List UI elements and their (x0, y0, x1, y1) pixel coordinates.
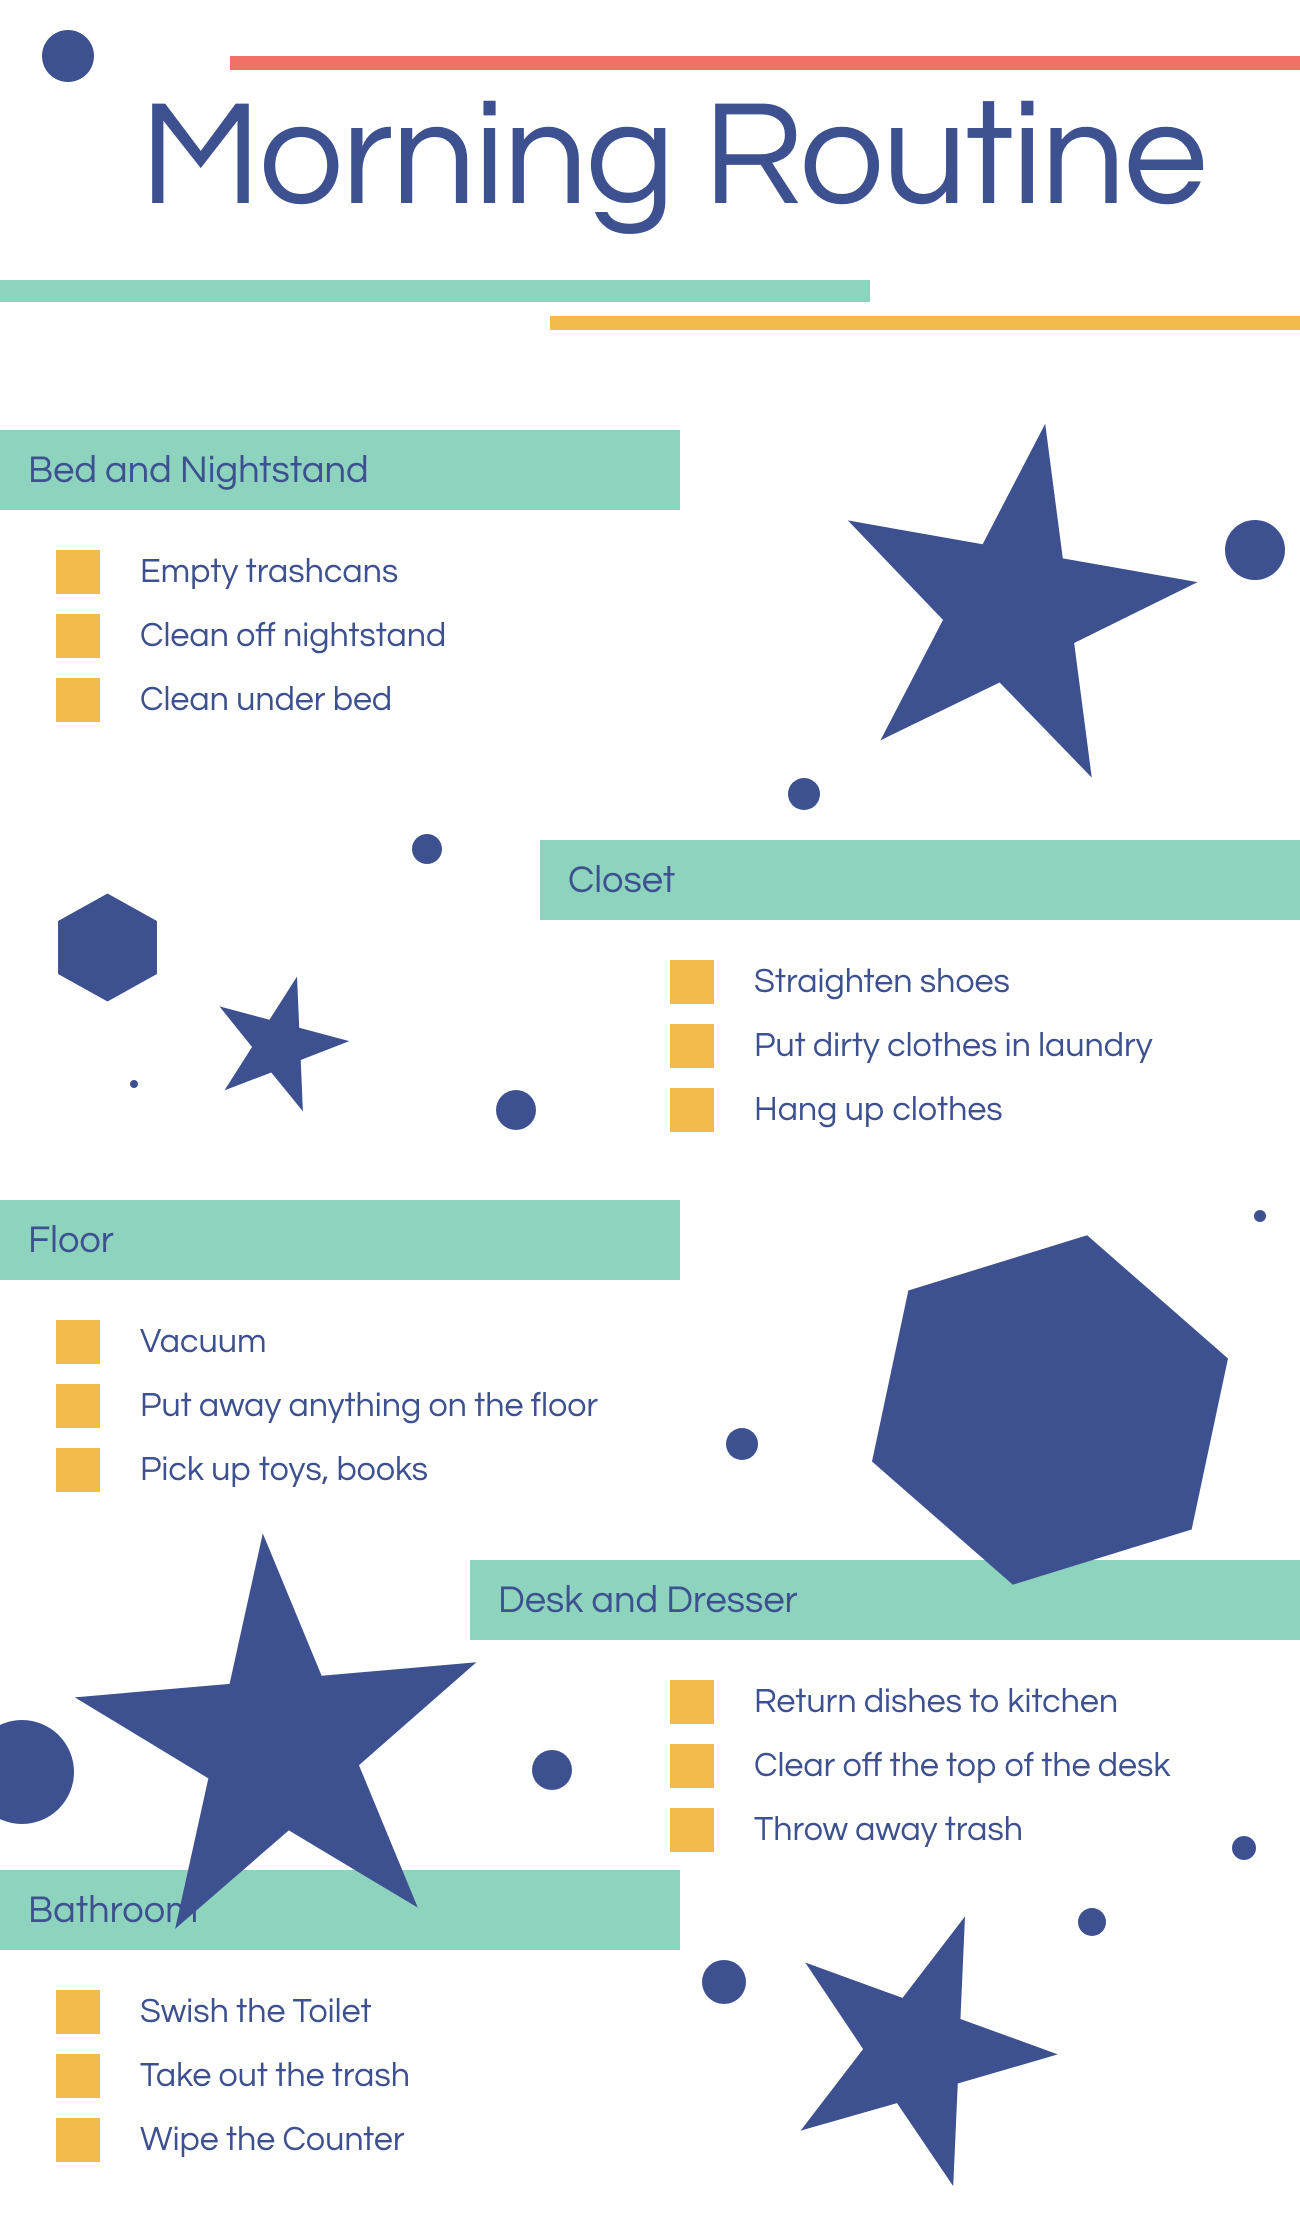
hexagon-icon (860, 1220, 1240, 1600)
star-icon (210, 970, 350, 1110)
task-row: Take out the trash (56, 2044, 410, 2108)
task-list-bathroom: Swish the Toilet Take out the trash Wipe t… (56, 1980, 410, 2172)
task-label: Swish the Toilet (140, 1995, 372, 2030)
task-list-desk: Return dishes to kitchen Clear off the to… (670, 1670, 1170, 1862)
dot-icon (532, 1750, 572, 1790)
section-header-bed: Bed and Nightstand (0, 430, 680, 510)
dot-icon (1078, 1908, 1106, 1936)
task-label: Empty trashcans (140, 555, 398, 590)
task-label: Return dishes to kitchen (754, 1685, 1118, 1720)
hexagon-icon (50, 890, 165, 1005)
task-label: Put away anything on the floor (140, 1389, 598, 1424)
task-label: Hang up clothes (754, 1093, 1003, 1128)
task-row: Put away anything on the floor (56, 1374, 598, 1438)
task-row: Swish the Toilet (56, 1980, 410, 2044)
dot-icon (42, 30, 94, 82)
task-label: Straighten shoes (754, 965, 1010, 1000)
task-label: Put dirty clothes in laundry (754, 1029, 1153, 1064)
task-row: Hang up clothes (670, 1078, 1153, 1142)
dot-icon (1225, 520, 1285, 580)
task-row: Clean under bed (56, 668, 446, 732)
checkbox-icon[interactable] (56, 2118, 100, 2162)
task-list-bed: Empty trashcans Clean off nightstand Clean… (56, 540, 446, 732)
checkbox-icon[interactable] (56, 2054, 100, 2098)
task-row: Return dishes to kitchen (670, 1670, 1170, 1734)
checkbox-icon[interactable] (670, 1808, 714, 1852)
task-row: Throw away trash (670, 1798, 1170, 1862)
section-header-floor: Floor (0, 1200, 680, 1280)
task-row: Vacuum (56, 1310, 598, 1374)
checkbox-icon[interactable] (56, 1448, 100, 1492)
task-label: Vacuum (140, 1325, 267, 1360)
task-label: Take out the trash (140, 2059, 410, 2094)
checkbox-icon[interactable] (670, 1088, 714, 1132)
dot-icon (496, 1090, 536, 1130)
checkbox-icon[interactable] (56, 1384, 100, 1428)
bar-coral-top (230, 56, 1300, 70)
bar-teal-under (0, 280, 870, 302)
task-label: Clean under bed (140, 683, 392, 718)
task-list-closet: Straighten shoes Put dirty clothes in lau… (670, 950, 1153, 1142)
task-label: Throw away trash (754, 1813, 1023, 1848)
section-header-closet: Closet (540, 840, 1300, 920)
dot-icon (1232, 1836, 1256, 1860)
task-row: Put dirty clothes in laundry (670, 1014, 1153, 1078)
dot-icon (130, 1080, 138, 1088)
bar-yellow-under (550, 316, 1300, 330)
task-label: Clean off nightstand (140, 619, 446, 654)
task-row: Straighten shoes (670, 950, 1153, 1014)
checkbox-icon[interactable] (56, 678, 100, 722)
task-row: Empty trashcans (56, 540, 446, 604)
checkbox-icon[interactable] (56, 550, 100, 594)
task-row: Clear off the top of the desk (670, 1734, 1170, 1798)
checkbox-icon[interactable] (670, 960, 714, 1004)
dot-icon (1254, 1210, 1266, 1222)
task-label: Pick up toys, books (140, 1453, 428, 1488)
star-icon (780, 1900, 1060, 2180)
dot-icon (726, 1428, 758, 1460)
task-label: Clear off the top of the desk (754, 1749, 1170, 1784)
task-row: Clean off nightstand (56, 604, 446, 668)
checkbox-icon[interactable] (56, 1990, 100, 2034)
task-row: Pick up toys, books (56, 1438, 598, 1502)
dot-icon (788, 778, 820, 810)
checkbox-icon[interactable] (670, 1744, 714, 1788)
checkbox-icon[interactable] (56, 1320, 100, 1364)
dot-icon (412, 834, 442, 864)
star-icon (70, 1520, 490, 1940)
task-row: Wipe the Counter (56, 2108, 410, 2172)
checkbox-icon[interactable] (670, 1024, 714, 1068)
checkbox-icon[interactable] (56, 614, 100, 658)
dot-icon (0, 1720, 74, 1824)
task-label: Wipe the Counter (140, 2123, 405, 2158)
page-title: Morning Routine (140, 80, 1205, 235)
star-icon (830, 410, 1200, 780)
dot-icon (702, 1960, 746, 2004)
task-list-floor: Vacuum Put away anything on the floor Pick… (56, 1310, 598, 1502)
checkbox-icon[interactable] (670, 1680, 714, 1724)
